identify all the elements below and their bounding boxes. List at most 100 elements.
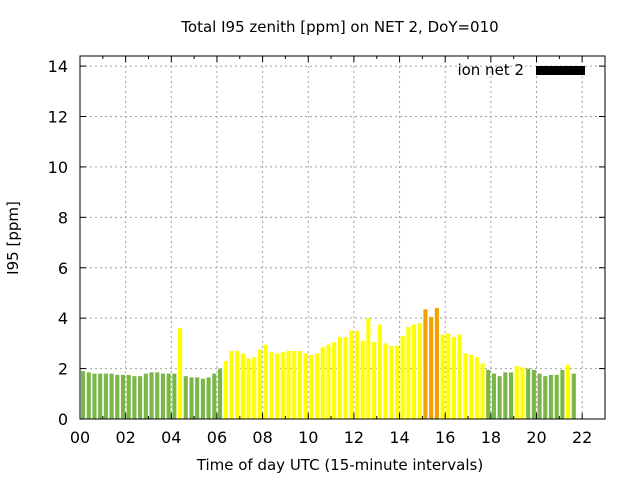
x-tick-labels: 00 02 04 06 08 10 12 14 16 18 20 22 [70,428,593,447]
bar [526,368,531,419]
y-tick-label: 14 [48,57,68,76]
y-tick-label: 0 [58,410,68,429]
x-axis-label: Time of day UTC (15-minute intervals) [196,456,483,474]
plot-frame [79,55,606,420]
bar [235,350,240,419]
bar [309,354,314,419]
bar [497,376,502,419]
bar [337,337,342,419]
y-tick-label: 12 [48,108,68,127]
bar [429,316,434,419]
bar [360,340,365,419]
bar [537,373,542,419]
bar [263,344,268,419]
bar [246,358,251,419]
bar [417,323,422,419]
bar [240,353,245,419]
bar [326,344,331,419]
bar [372,342,377,419]
bar [389,345,394,419]
bar [189,377,194,419]
bar [503,372,508,419]
bar [457,334,462,419]
bar [486,369,491,419]
bar [548,374,554,419]
bar [434,308,439,419]
x-tick-label: 10 [298,428,318,447]
bar [212,373,217,419]
bar [343,337,348,419]
bar [103,373,108,419]
bar [320,347,325,419]
bar [314,353,320,419]
bar [411,324,417,419]
bar [223,361,228,419]
bar [229,350,234,419]
bar [143,373,148,419]
bar [423,309,428,419]
bar [195,377,200,419]
bar [303,353,308,419]
bar [463,353,468,419]
legend: ion net 2 [457,61,585,79]
bar [406,326,411,419]
bar [200,378,205,419]
bar [138,376,143,419]
bar [491,373,496,419]
bar [86,372,91,419]
bar [292,350,297,419]
x-tick-label: 18 [481,428,501,447]
bar [366,318,371,419]
bar [286,350,291,419]
bar [160,373,165,419]
bar [508,372,514,419]
bar [554,374,559,419]
bar [440,334,445,419]
bar [109,373,114,419]
bar [81,371,86,419]
y-tick-label: 4 [58,309,68,328]
bar [120,374,126,419]
bar [571,373,576,419]
bar [206,377,211,419]
y-axis-label: I95 [ppm] [4,201,22,275]
bar [269,352,274,419]
bar [520,367,525,419]
x-tick-label: 00 [70,428,90,447]
x-tick-label: 14 [389,428,409,447]
bar [349,330,354,419]
x-tick-label: 02 [115,428,135,447]
grid-lines [80,56,605,419]
x-tick-label: 06 [207,428,227,447]
bar [560,369,565,419]
bar [257,349,263,419]
bar [126,374,131,419]
bar [115,374,120,419]
y-tick-label: 2 [58,360,68,379]
bar [400,335,405,419]
bar [332,342,337,419]
bar [132,376,137,419]
bar [514,366,519,419]
y-tick-label: 6 [58,259,68,278]
x-tick-label: 08 [252,428,272,447]
bar [92,373,97,419]
bar [217,368,223,419]
bar [149,372,154,419]
bar [377,324,382,419]
bar [469,354,474,419]
legend-label: ion net 2 [457,61,524,79]
bar [446,333,451,419]
bar [543,376,548,419]
legend-swatch [536,66,585,75]
x-tick-label: 20 [526,428,546,447]
bar [178,328,183,419]
bar [280,352,285,419]
bar [155,372,160,419]
y-tick-label: 10 [48,158,68,177]
x-tick-label: 04 [161,428,181,447]
bar [531,369,536,419]
bar [98,373,103,419]
chart-title: Total I95 zenith [ppm] on NET 2, DoY=010 [180,18,498,36]
